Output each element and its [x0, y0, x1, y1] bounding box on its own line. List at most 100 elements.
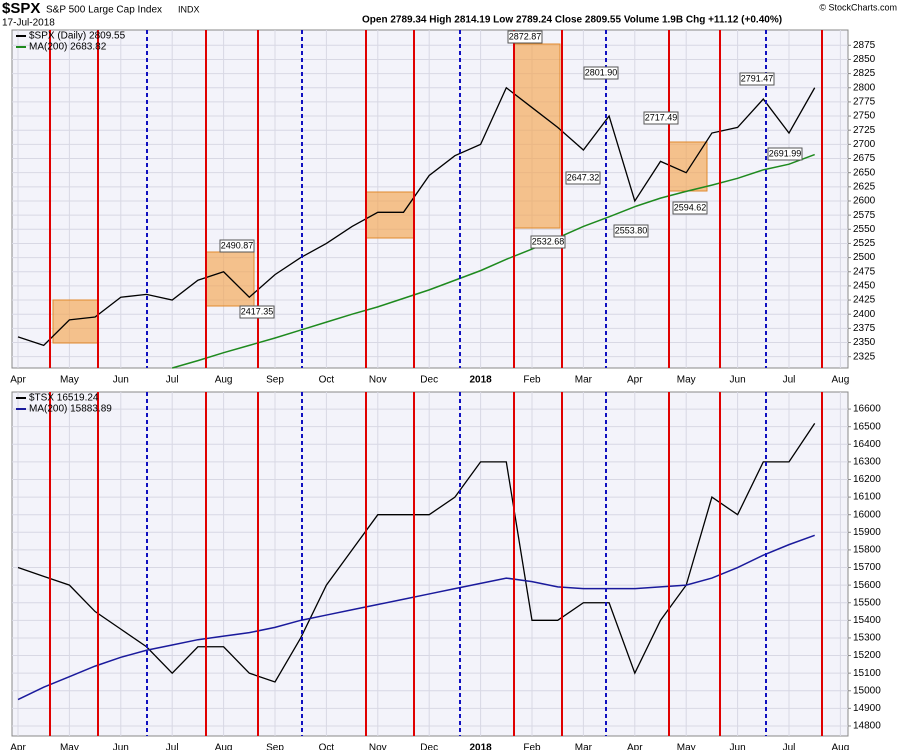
plot-area: [11, 391, 849, 737]
annotation-box: [219, 239, 255, 253]
annotation-box: [239, 305, 275, 319]
x-tick-label: Nov: [369, 743, 387, 750]
annotation: 2791.47: [741, 73, 774, 83]
y-tick-label: 2350: [853, 337, 876, 348]
exchange: INDX: [178, 4, 200, 14]
x-tick-label: Feb: [523, 375, 541, 386]
annotation-box: [565, 171, 601, 185]
x-tick-label: Sep: [266, 743, 284, 750]
annotation: 2691.99: [769, 148, 802, 158]
highlight-box: [513, 43, 561, 229]
annotation: 2801.90: [585, 67, 618, 77]
y-tick-label: 15800: [853, 545, 881, 556]
y-tick-label: 14900: [853, 703, 881, 714]
annotation-box: [643, 111, 679, 125]
y-tick-label: 2575: [853, 210, 876, 221]
x-tick-label: Oct: [319, 743, 335, 750]
y-tick-label: 2775: [853, 97, 876, 108]
y-tick-label: 15700: [853, 562, 881, 573]
y-tick-label: 15000: [853, 685, 881, 696]
y-tick-label: 2325: [853, 351, 876, 362]
symbol: $SPX: [2, 0, 40, 17]
x-tick-label: Apr: [627, 375, 643, 386]
x-tick-label: Jun: [113, 743, 129, 750]
x-tick-label: Apr: [627, 743, 643, 750]
x-tick-label: Jun: [730, 743, 746, 750]
y-tick-label: 2525: [853, 238, 876, 249]
y-tick-label: 2550: [853, 224, 876, 235]
x-tick-label: Dec: [420, 375, 438, 386]
x-tick-label: 2018: [469, 375, 492, 386]
y-tick-label: 2875: [853, 40, 876, 51]
x-tick-label: Aug: [832, 375, 850, 386]
annotation: 2872.87: [509, 31, 542, 41]
series-line: [17, 534, 815, 701]
y-tick-label: 2650: [853, 167, 876, 178]
x-tick-label: Aug: [832, 743, 850, 750]
annotation: 2532.68: [532, 236, 565, 246]
y-tick-label: 2425: [853, 295, 876, 306]
x-tick-label: 2018: [469, 743, 492, 750]
highlight-boxes: [52, 43, 708, 344]
y-tick-label: 15500: [853, 597, 881, 608]
annotation-box: [767, 147, 803, 161]
x-tick-label: Feb: [523, 743, 541, 750]
y-tick-label: 2625: [853, 181, 876, 192]
annotation: 2553.80: [615, 225, 648, 235]
series-line: [171, 153, 815, 369]
index-name: S&P 500 Large Cap Index: [46, 5, 162, 16]
y-tick-label: 15100: [853, 668, 881, 679]
x-tick-label: Dec: [420, 743, 438, 750]
y-tick-label: 2500: [853, 252, 876, 263]
annotation-box: [507, 30, 543, 44]
legend-label: MA(200) 2683.82: [29, 42, 107, 53]
x-tick-label: Jun: [730, 375, 746, 386]
y-tick-label: 2600: [853, 196, 876, 207]
y-tick-label: 15900: [853, 527, 881, 538]
y-tick-label: 2375: [853, 323, 876, 334]
series-line: [17, 86, 816, 347]
y-tick-label: 15300: [853, 633, 881, 644]
annotation-box: [739, 72, 775, 86]
x-tick-label: May: [60, 743, 79, 750]
y-tick-label: 16600: [853, 404, 881, 415]
x-tick-label: Jul: [783, 743, 796, 750]
legend-label: MA(200) 15883.89: [29, 404, 112, 415]
annotation-box: [672, 201, 708, 215]
annotation: 2594.62: [674, 202, 707, 212]
y-tick-label: 16400: [853, 439, 881, 450]
date: 17-Jul-2018: [2, 18, 55, 29]
quote: Open 2789.34 High 2814.19 Low 2789.24 Cl…: [362, 15, 782, 26]
x-tick-label: Aug: [215, 375, 233, 386]
y-tick-label: 2800: [853, 82, 876, 93]
y-tick-label: 2850: [853, 54, 876, 65]
credit: © StockCharts.com: [819, 2, 897, 12]
y-tick-label: 14800: [853, 721, 881, 732]
x-tick-label: Oct: [319, 375, 335, 386]
highlight-box: [52, 299, 99, 344]
annotation: 2490.87: [221, 240, 254, 250]
y-tick-label: 2475: [853, 266, 876, 277]
y-tick-label: 2725: [853, 125, 876, 136]
x-tick-label: Sep: [266, 375, 284, 386]
x-tick-label: Jul: [166, 375, 179, 386]
y-tick-label: 2825: [853, 68, 876, 79]
annotation-box: [613, 224, 649, 238]
y-tick-label: 2675: [853, 153, 876, 164]
y-tick-label: 2400: [853, 309, 876, 320]
y-tick-label: 15400: [853, 615, 881, 626]
y-tick-label: 16100: [853, 492, 881, 503]
annotation-box: [530, 235, 566, 249]
annotation: 2717.49: [645, 112, 678, 122]
x-tick-label: May: [677, 375, 696, 386]
y-tick-label: 2700: [853, 139, 876, 150]
y-tick-label: 15200: [853, 650, 881, 661]
x-tick-label: Apr: [10, 375, 26, 386]
legend-label: $SPX (Daily) 2809.55: [29, 31, 126, 42]
x-tick-label: Nov: [369, 375, 387, 386]
x-tick-label: Mar: [575, 375, 593, 386]
plot-area: [11, 29, 849, 369]
y-tick-label: 16300: [853, 457, 881, 468]
y-tick-label: 16500: [853, 421, 881, 432]
